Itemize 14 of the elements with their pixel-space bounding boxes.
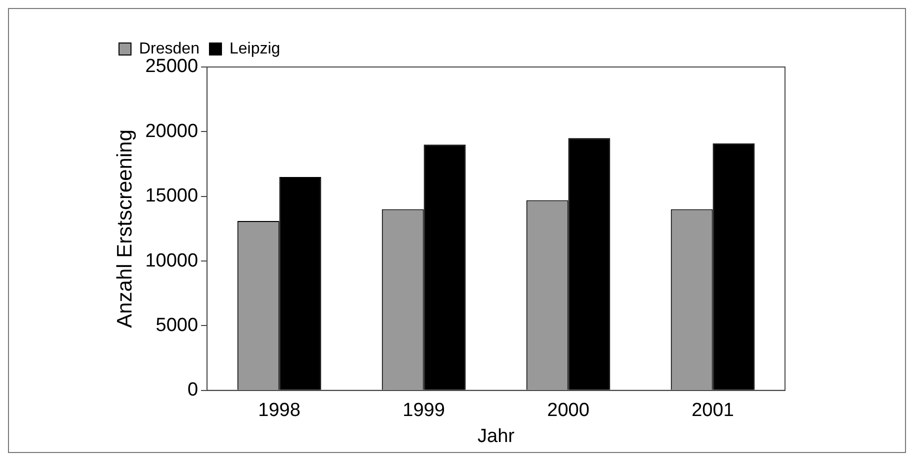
x-axis-title: Jahr [478, 426, 516, 447]
y-tick-label: 0 [187, 380, 198, 401]
y-axis-title: Anzahl Erstscreening [113, 129, 136, 328]
x-tick-label: 1999 [402, 400, 445, 422]
y-tick-label: 10000 [145, 250, 198, 272]
x-tick-label: 1998 [258, 400, 300, 422]
y-tick-label: 20000 [145, 120, 198, 142]
legend-label: Dresden [139, 40, 200, 58]
y-tick-label: 15000 [145, 186, 198, 207]
legend-label: Leipzig [229, 40, 280, 58]
y-tick-label: 25000 [145, 56, 198, 78]
x-tick-label: 2000 [547, 400, 590, 422]
x-tick-label: 2001 [692, 400, 734, 422]
y-tick-label: 5000 [156, 314, 198, 336]
